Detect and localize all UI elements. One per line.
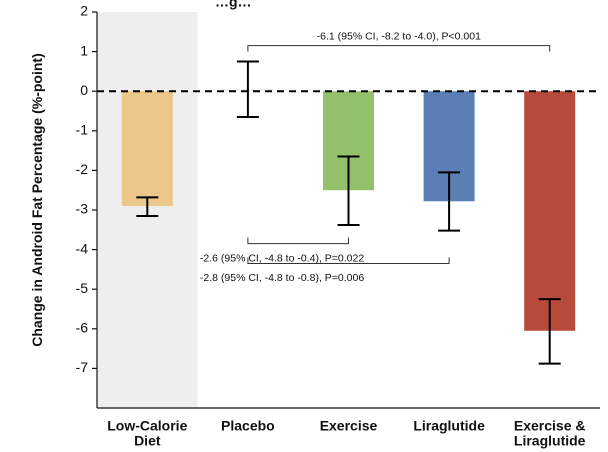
y-tick-label: 1 — [80, 42, 88, 58]
annotation-bracket — [247, 45, 551, 52]
x-category-label: Liraglutide — [413, 418, 485, 434]
bar-4 — [524, 91, 576, 331]
y-tick-label: -6 — [76, 320, 89, 336]
y-tick-label: -4 — [76, 240, 89, 256]
chart-title: …g… — [215, 0, 252, 10]
y-tick-label: -1 — [76, 122, 89, 138]
y-tick-label: -5 — [76, 280, 89, 296]
annotation-label: -2.8 (95% CI, -4.8 to -0.8), P=0.006 — [200, 272, 364, 284]
x-category-label: Exercise — [320, 418, 378, 434]
y-tick-label: 2 — [80, 3, 88, 19]
y-tick-label: -3 — [76, 201, 89, 217]
x-category-label: Placebo — [221, 418, 275, 434]
annotation-bracket — [247, 257, 450, 264]
y-tick-label: 0 — [80, 82, 88, 98]
x-category-label: Liraglutide — [514, 433, 586, 449]
x-category-label: Diet — [134, 433, 161, 449]
y-axis-label: Change in Android Fat Percentage (%-poin… — [29, 53, 45, 347]
bar-0 — [121, 91, 173, 207]
annotation-label: -2.6 (95% CI, -4.8 to -0.4), P=0.022 — [200, 252, 364, 264]
annotation-bracket — [247, 237, 349, 245]
x-category-label: Low-Calorie — [107, 418, 187, 434]
y-tick-label: -7 — [76, 359, 89, 375]
y-tick-label: -2 — [76, 161, 89, 177]
annotation-label: -6.1 (95% CI, -8.2 to -4.0), P<0.001 — [317, 30, 481, 42]
x-category-label: Exercise & — [514, 418, 586, 434]
